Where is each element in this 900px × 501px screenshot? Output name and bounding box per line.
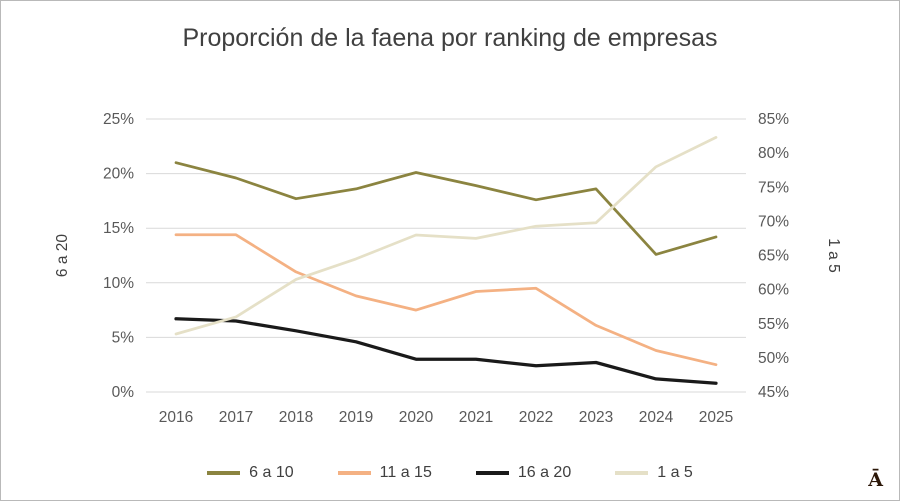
left-axis-tick: 20% <box>103 166 134 183</box>
left-axis-title: 6 a 20 <box>54 234 71 277</box>
x-axis-label: 2018 <box>279 409 313 426</box>
right-axis-tick: 55% <box>758 316 789 333</box>
chart-title: Proporción de la faena por ranking de em… <box>182 24 718 52</box>
x-axis-label: 2017 <box>219 409 253 426</box>
series-line-1-a-5 <box>174 136 718 336</box>
x-axis-label: 2025 <box>699 409 733 426</box>
left-axis-tick: 10% <box>103 275 134 292</box>
right-axis-tick: 65% <box>758 248 789 265</box>
legend-label: 6 a 10 <box>249 464 294 481</box>
legend-swatch <box>207 471 241 475</box>
legend-label: 16 a 20 <box>517 464 572 481</box>
x-axis-label: 2022 <box>519 409 553 426</box>
left-axis-tick: 0% <box>112 384 135 401</box>
brand-logo: Ā <box>868 469 883 491</box>
right-axis-title: 1 a 5 <box>825 238 842 272</box>
legend-item-11-a-15: 11 a 15 <box>337 464 432 482</box>
left-axis-tick: 5% <box>112 329 135 346</box>
x-axis-label: 2020 <box>399 409 434 426</box>
right-axis-tick: 60% <box>758 282 789 299</box>
x-axis-label: 2016 <box>159 409 193 426</box>
x-axis-label: 2024 <box>639 409 674 426</box>
series-line-11-a-15 <box>174 233 718 367</box>
left-axis-tick: 25% <box>103 111 134 128</box>
series-line-16-a-20 <box>174 317 718 385</box>
chart-legend: 6 a 10 11 a 15 16 a 20 1 a 5 <box>1 464 899 482</box>
legend-item-16-a-20: 16 a 20 <box>475 464 572 482</box>
legend-label: 11 a 15 <box>379 464 432 481</box>
legend-label: 1 a 5 <box>657 464 693 481</box>
x-axis-label: 2023 <box>579 409 613 426</box>
right-axis-tick: 75% <box>758 179 789 196</box>
right-axis-tick: 70% <box>758 213 789 230</box>
right-axis-tick: 50% <box>758 350 789 367</box>
right-axis-tick: 45% <box>758 384 789 401</box>
right-axis-tick: 85% <box>758 111 789 128</box>
legend-swatch <box>475 471 509 475</box>
left-axis-tick: 15% <box>103 220 134 237</box>
legend-swatch <box>337 471 371 475</box>
line-chart-canvas: 0% 5% 10% 15% 20% 25% 45% 50% 55% 60% 65% 70% 75% 80%… <box>54 111 842 426</box>
legend-swatch <box>615 471 649 475</box>
series-line-6-a-10 <box>174 161 718 256</box>
x-axis-label: 2021 <box>459 409 493 426</box>
x-axis-label: 2019 <box>339 409 373 426</box>
right-axis-tick: 80% <box>758 145 789 162</box>
legend-item-6-a-10: 6 a 10 <box>207 464 294 482</box>
legend-item-1-a-5: 1 a 5 <box>615 464 693 482</box>
